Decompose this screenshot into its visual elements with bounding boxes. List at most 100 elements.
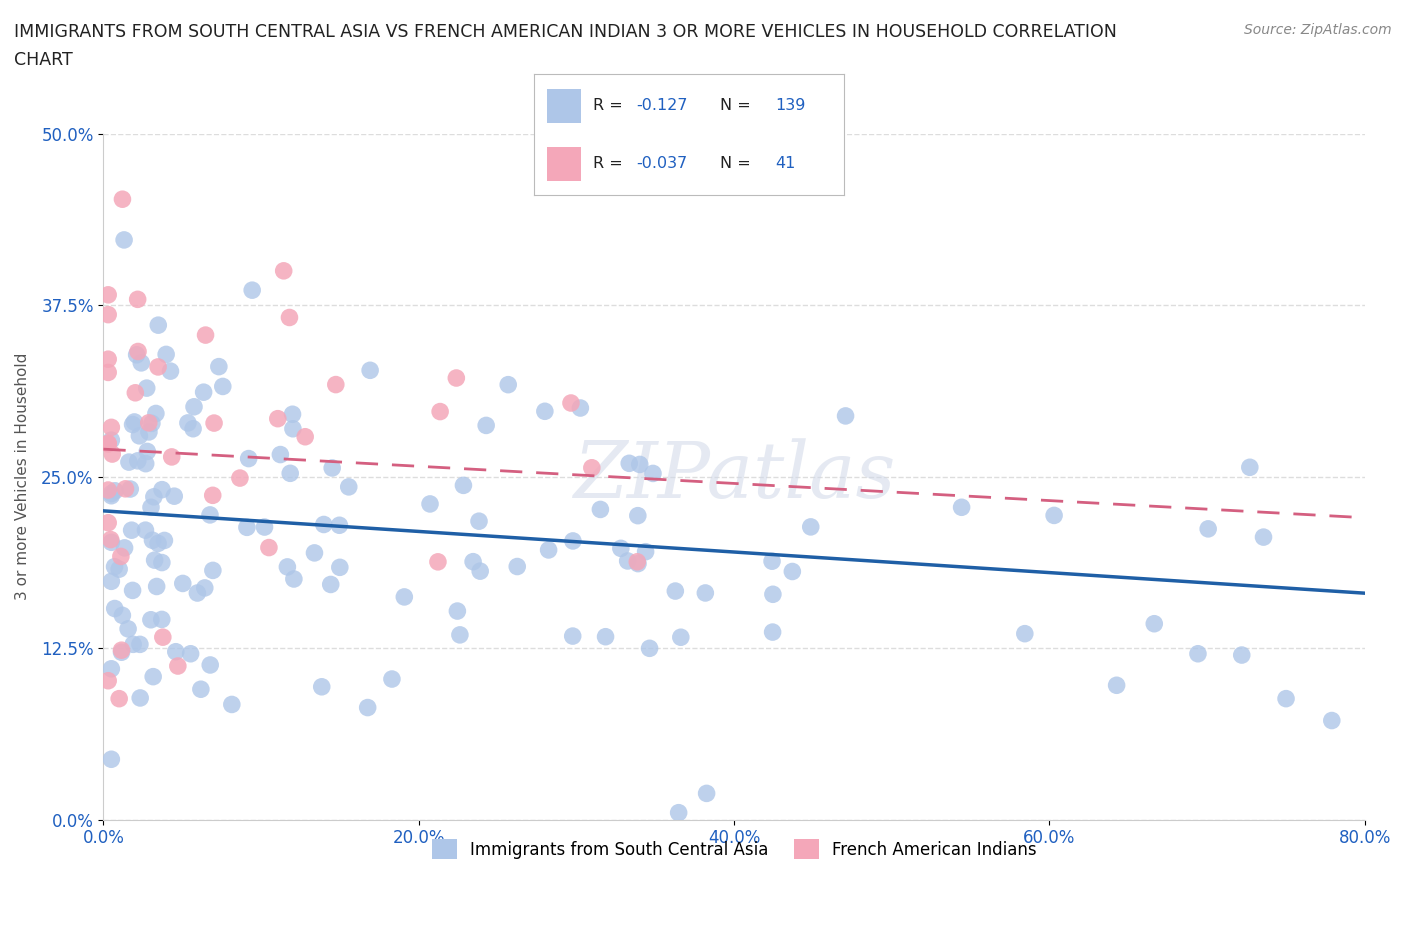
Point	[150, 612, 173, 627]
Point	[146, 360, 169, 375]
Point	[145, 579, 167, 594]
Text: R =: R =	[593, 156, 628, 171]
Point	[165, 644, 187, 659]
Point	[634, 544, 657, 559]
Point	[121, 523, 143, 538]
Point	[97, 673, 120, 688]
Point	[141, 416, 163, 431]
Point	[834, 408, 856, 423]
Point	[100, 535, 122, 550]
Point	[100, 486, 122, 501]
Point	[150, 483, 173, 498]
Point	[359, 363, 381, 378]
Text: 41: 41	[776, 156, 796, 171]
FancyBboxPatch shape	[547, 147, 581, 180]
Point	[163, 489, 186, 504]
Point	[238, 451, 260, 466]
Point	[172, 576, 194, 591]
Point	[124, 415, 146, 430]
Text: CHART: CHART	[14, 51, 73, 69]
Point	[278, 466, 301, 481]
Point	[1253, 530, 1275, 545]
Legend: Immigrants from South Central Asia, French American Indians: Immigrants from South Central Asia, Fren…	[425, 832, 1043, 866]
Point	[475, 418, 498, 432]
Point	[145, 406, 167, 421]
Point	[446, 604, 468, 618]
Point	[626, 554, 648, 569]
Point	[190, 682, 212, 697]
Point	[294, 430, 316, 445]
Point	[1043, 508, 1066, 523]
Point	[429, 405, 451, 419]
Point	[201, 488, 224, 503]
Point	[449, 628, 471, 643]
Point	[146, 536, 169, 551]
Point	[278, 310, 301, 325]
Point	[312, 517, 335, 532]
Point	[1187, 646, 1209, 661]
Point	[627, 508, 650, 523]
Point	[180, 646, 202, 661]
Point	[138, 416, 160, 431]
Point	[111, 608, 134, 623]
Point	[121, 583, 143, 598]
Point	[135, 457, 157, 472]
Point	[267, 411, 290, 426]
Point	[221, 697, 243, 711]
Point	[100, 488, 122, 503]
Point	[619, 456, 641, 471]
Point	[135, 380, 157, 395]
Point	[281, 406, 304, 421]
Point	[110, 549, 132, 564]
Point	[950, 499, 973, 514]
Point	[139, 499, 162, 514]
Point	[283, 572, 305, 587]
Point	[122, 637, 145, 652]
Point	[325, 378, 347, 392]
Point	[208, 359, 231, 374]
Point	[194, 327, 217, 342]
Point	[311, 679, 333, 694]
Point	[100, 432, 122, 447]
FancyBboxPatch shape	[547, 89, 581, 123]
Point	[104, 601, 127, 616]
Point	[253, 520, 276, 535]
Point	[183, 399, 205, 414]
Point	[117, 621, 139, 636]
Point	[269, 447, 291, 462]
Point	[129, 637, 152, 652]
Point	[124, 385, 146, 400]
Text: -0.127: -0.127	[637, 99, 688, 113]
Point	[273, 263, 295, 278]
Point	[627, 556, 650, 571]
Text: R =: R =	[593, 99, 628, 113]
Point	[276, 560, 298, 575]
Point	[1320, 713, 1343, 728]
Point	[110, 643, 132, 658]
Point	[616, 553, 638, 568]
Text: N =: N =	[720, 99, 756, 113]
Point	[118, 455, 141, 470]
Point	[200, 658, 222, 672]
Point	[664, 584, 686, 599]
Point	[136, 444, 159, 458]
Point	[561, 629, 583, 644]
Point	[127, 344, 149, 359]
Point	[561, 534, 583, 549]
Point	[97, 307, 120, 322]
Text: Source: ZipAtlas.com: Source: ZipAtlas.com	[1244, 23, 1392, 37]
Point	[143, 552, 166, 567]
Point	[669, 630, 692, 644]
Point	[453, 478, 475, 493]
Point	[198, 508, 221, 523]
Point	[129, 355, 152, 370]
Point	[461, 554, 484, 569]
Y-axis label: 3 or more Vehicles in Household: 3 or more Vehicles in Household	[15, 352, 30, 600]
Point	[100, 532, 122, 547]
Point	[101, 446, 124, 461]
Point	[800, 520, 823, 535]
Point	[114, 482, 136, 497]
Point	[120, 482, 142, 497]
Point	[381, 671, 404, 686]
Point	[426, 554, 449, 569]
